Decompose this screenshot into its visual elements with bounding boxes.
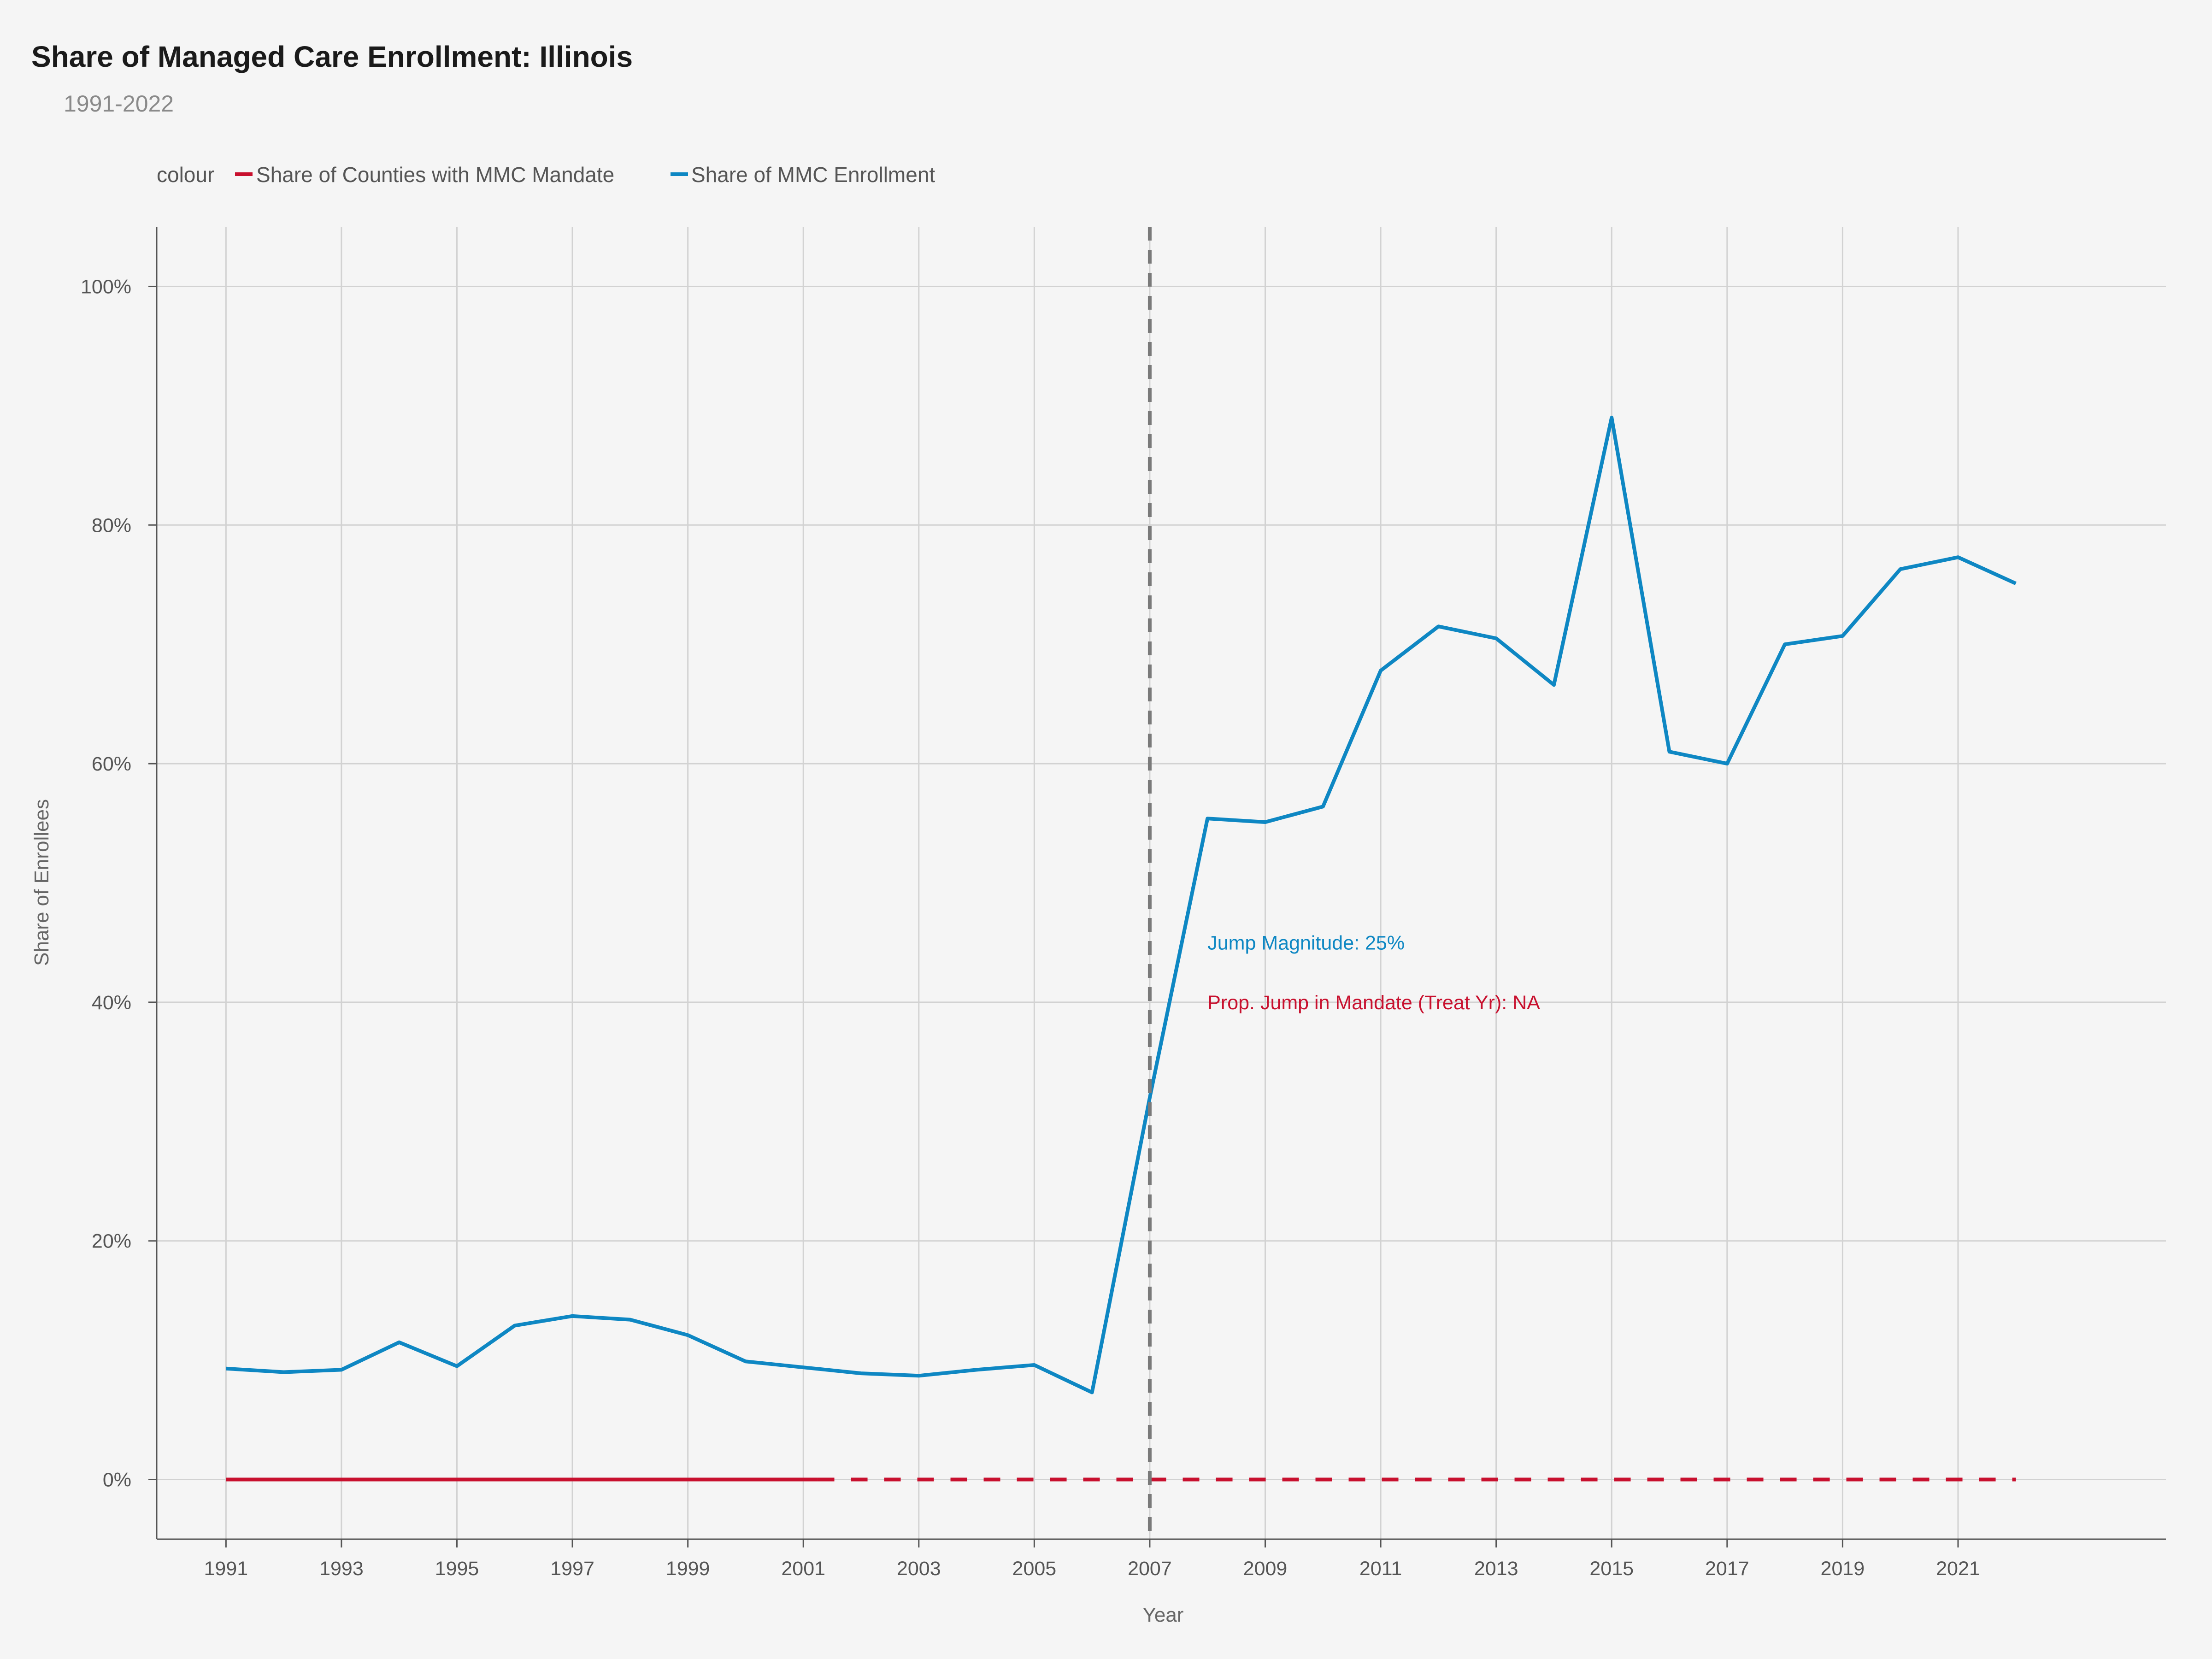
- annotations: Jump Magnitude: 25% Prop. Jump in Mandat…: [1207, 932, 1540, 1013]
- x-tick-label-2009: 2009: [1243, 1558, 1288, 1580]
- annotation-prop-jump-mandate: Prop. Jump in Mandate (Treat Yr): NA: [1207, 992, 1540, 1014]
- y-tick-label-40: 40%: [92, 992, 131, 1014]
- x-axis-title: Year: [1143, 1604, 1184, 1626]
- x-tick-label-1997: 1997: [550, 1558, 594, 1580]
- x-tick-label-2019: 2019: [1821, 1558, 1865, 1580]
- legend-label-mandate: Share of Counties with MMC Mandate: [256, 163, 614, 187]
- tick-labels: 1991 1993 1995 1997 1999 2001 2003 2005 2007 2009…: [81, 276, 1980, 1580]
- axes: [148, 227, 2166, 1547]
- plot-area: [226, 227, 2017, 1539]
- annotation-jump-magnitude: Jump Magnitude: 25%: [1207, 932, 1405, 954]
- x-tick-label-2003: 2003: [897, 1558, 941, 1580]
- x-tick-label-2013: 2013: [1474, 1558, 1518, 1580]
- y-axis-title: Share of Enrollees: [30, 799, 53, 966]
- x-tick-label-1991: 1991: [204, 1558, 248, 1580]
- y-tick-label-60: 60%: [92, 753, 131, 775]
- x-tick-label-1993: 1993: [319, 1558, 364, 1580]
- x-tick-label-2015: 2015: [1589, 1558, 1634, 1580]
- legend-label-enrollment: Share of MMC Enrollment: [691, 163, 935, 187]
- legend: colour Share of Counties with MMC Mandat…: [157, 163, 935, 187]
- chart-title: Share of Managed Care Enrollment: Illino…: [31, 40, 633, 73]
- x-tick-label-2005: 2005: [1012, 1558, 1057, 1580]
- x-tick-label-2001: 2001: [781, 1558, 825, 1580]
- x-tick-label-2011: 2011: [1359, 1558, 1402, 1580]
- chart-subtitle: 1991-2022: [64, 91, 174, 117]
- x-tick-label-2021: 2021: [1936, 1558, 1980, 1580]
- x-tick-label-2007: 2007: [1128, 1558, 1172, 1580]
- y-tick-label-100: 100%: [81, 276, 131, 298]
- x-tick-label-1995: 1995: [435, 1558, 479, 1580]
- y-tick-label-80: 80%: [92, 514, 131, 536]
- x-tick-label-2017: 2017: [1705, 1558, 1749, 1580]
- y-tick-label-0: 0%: [103, 1469, 131, 1491]
- y-tick-label-20: 20%: [92, 1230, 131, 1253]
- series-line-enrollment: [226, 416, 2017, 1394]
- legend-title: colour: [157, 163, 214, 187]
- x-tick-label-1999: 1999: [666, 1558, 710, 1580]
